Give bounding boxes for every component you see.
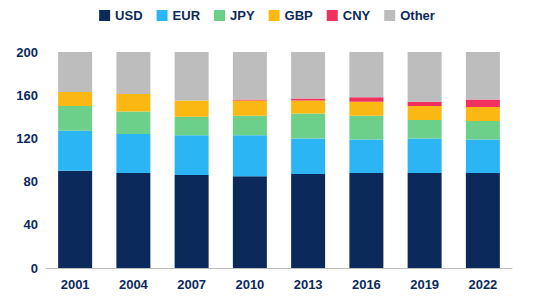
svg-text:2004: 2004 [119, 277, 149, 292]
svg-text:2001: 2001 [61, 277, 90, 292]
svg-text:0: 0 [31, 261, 38, 276]
svg-text:200: 200 [16, 45, 38, 60]
svg-text:2016: 2016 [352, 277, 381, 292]
svg-text:USD: USD [115, 8, 142, 23]
svg-text:2007: 2007 [177, 277, 206, 292]
svg-text:2010: 2010 [235, 277, 264, 292]
svg-text:2019: 2019 [410, 277, 439, 292]
svg-text:Other: Other [400, 8, 435, 23]
svg-text:80: 80 [24, 174, 38, 189]
svg-text:2022: 2022 [468, 277, 497, 292]
svg-text:JPY: JPY [230, 8, 255, 23]
svg-text:EUR: EUR [173, 8, 201, 23]
svg-text:160: 160 [16, 88, 38, 103]
svg-text:GBP: GBP [285, 8, 314, 23]
svg-text:CNY: CNY [343, 8, 371, 23]
svg-text:40: 40 [24, 217, 38, 232]
svg-text:120: 120 [16, 131, 38, 146]
svg-text:2013: 2013 [294, 277, 323, 292]
